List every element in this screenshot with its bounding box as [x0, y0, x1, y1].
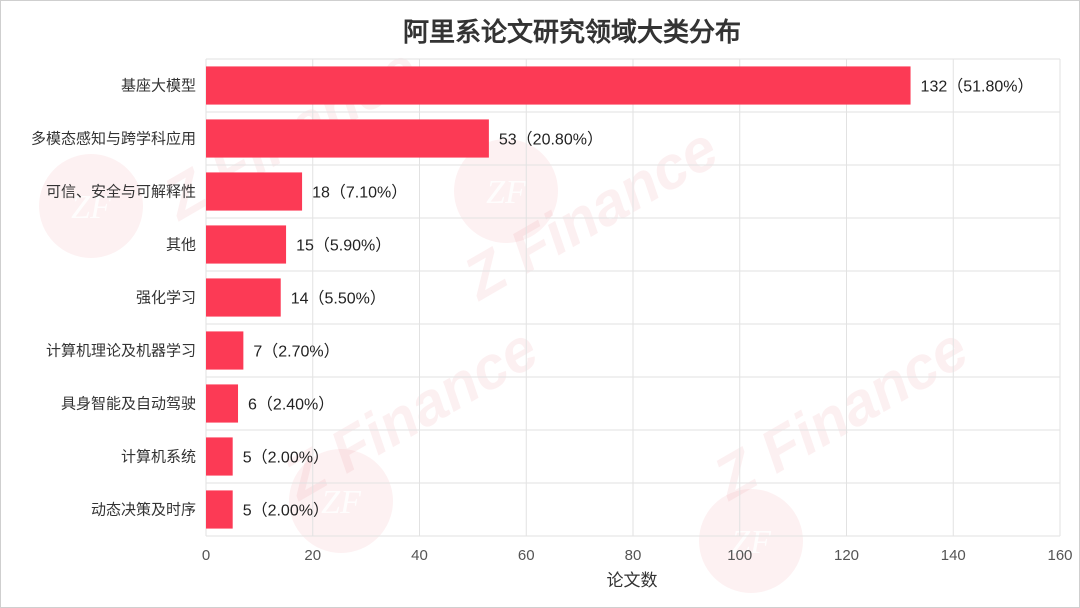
bar — [206, 278, 281, 317]
x-axis-title: 论文数 — [607, 571, 658, 591]
category-label: 计算机系统 — [121, 448, 196, 466]
watermark-logo-mark: ZF — [321, 484, 362, 521]
data-label: 14（5.50%） — [291, 290, 386, 308]
data-label: 5（2.00%） — [243, 449, 329, 467]
category-label: 强化学习 — [136, 289, 196, 307]
bar — [206, 225, 287, 264]
data-label: 15（5.90%） — [296, 237, 391, 255]
watermark-logo-mark: ZF — [486, 174, 527, 211]
category-label: 动态决策及时序 — [91, 501, 196, 519]
bars — [206, 66, 911, 529]
category-label: 具身智能及自动驾驶 — [61, 395, 196, 413]
x-tick-label: 160 — [1047, 547, 1072, 564]
data-label: 7（2.70%） — [253, 343, 339, 361]
watermark-logo-circle — [699, 489, 803, 593]
x-tick-label: 80 — [625, 547, 642, 564]
bar — [206, 384, 239, 423]
x-tick-label: 100 — [727, 547, 752, 564]
x-tick-label: 0 — [202, 547, 210, 564]
watermark-logo-mark: ZF — [731, 524, 772, 561]
category-label: 基座大模型 — [121, 77, 196, 95]
category-labels: 基座大模型多模态感知与跨学科应用可信、安全与可解释性其他强化学习计算机理论及机器… — [31, 77, 196, 519]
bar — [206, 437, 233, 476]
x-tick-label: 120 — [834, 547, 859, 564]
bar — [206, 490, 233, 529]
data-label: 6（2.40%） — [248, 396, 334, 414]
x-tick-labels: 0 20 40 60 80 100 120 140 160 — [202, 547, 1073, 564]
x-tick-label: 20 — [304, 547, 321, 564]
category-label: 计算机理论及机器学习 — [46, 342, 196, 360]
watermark-logo-mark: ZF — [71, 189, 112, 226]
gridlines — [205, 58, 1061, 537]
chart-title: 阿里系论文研究领域大类分布 — [403, 17, 741, 48]
watermark-logo-circle — [289, 449, 393, 553]
x-tick-label: 60 — [518, 547, 535, 564]
x-tick-label: 40 — [411, 547, 428, 564]
bar — [206, 119, 489, 158]
category-label: 多模态感知与跨学科应用 — [31, 130, 196, 148]
data-label: 53（20.80%） — [499, 131, 603, 149]
data-labels: 132（51.80%） 53（20.80%） 18（7.10%） 15（5.90%） 1… — [243, 78, 1034, 520]
bar — [206, 172, 303, 211]
bar — [206, 66, 911, 105]
data-label: 5（2.00%） — [243, 502, 329, 520]
category-label: 可信、安全与可解释性 — [46, 183, 196, 201]
bar — [206, 331, 244, 370]
data-label: 18（7.10%） — [312, 184, 407, 202]
watermark-logo-circle — [39, 154, 143, 258]
x-tick-label: 140 — [941, 547, 966, 564]
data-label: 132（51.80%） — [921, 78, 1034, 96]
category-label: 其他 — [166, 236, 196, 254]
